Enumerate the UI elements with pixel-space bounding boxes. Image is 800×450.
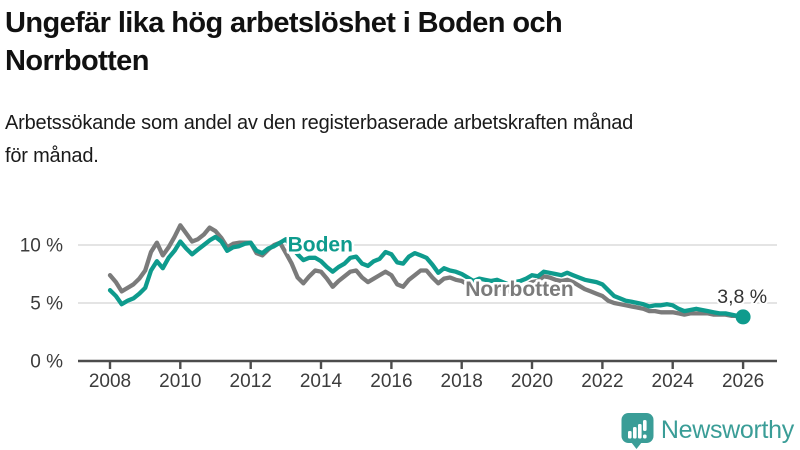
x-tick-label: 2014 — [300, 371, 343, 392]
y-tick-label: 0 % — [30, 352, 63, 373]
x-tick-label: 2024 — [652, 371, 695, 392]
x-tick-label: 2010 — [159, 371, 201, 392]
page-subtitle: Arbetssökande som andel av den registerb… — [5, 112, 634, 167]
brand-name: Newsworthy — [660, 415, 794, 444]
newsworthy-logo-icon — [621, 412, 654, 449]
value-annotation: 3,8 % — [717, 286, 767, 308]
chart-header: Ungefär lika hög arbetslöshet i Boden oc… — [5, 4, 785, 173]
x-tick-label: 2022 — [581, 371, 623, 392]
x-tick-label: 2016 — [370, 371, 412, 392]
boden-line — [107, 234, 746, 320]
norrbotten-label: Norrbotten — [465, 278, 574, 301]
y-tick-label: 10 % — [20, 236, 63, 257]
series-end-dot — [735, 309, 751, 325]
x-tick-label: 2008 — [89, 371, 131, 392]
x-tick-label: 2012 — [230, 371, 272, 392]
x-tick-label: 2026 — [722, 371, 764, 392]
y-tick-label: 5 % — [30, 294, 63, 315]
x-tick-label: 2018 — [441, 371, 483, 392]
norrbotten-line — [107, 223, 746, 318]
brand-logo: Newsworthy — [621, 411, 794, 449]
page-title: Ungefär lika hög arbetslöshet i Boden oc… — [5, 7, 563, 77]
boden-label: Boden — [288, 233, 353, 256]
x-tick-label: 2020 — [511, 371, 553, 392]
